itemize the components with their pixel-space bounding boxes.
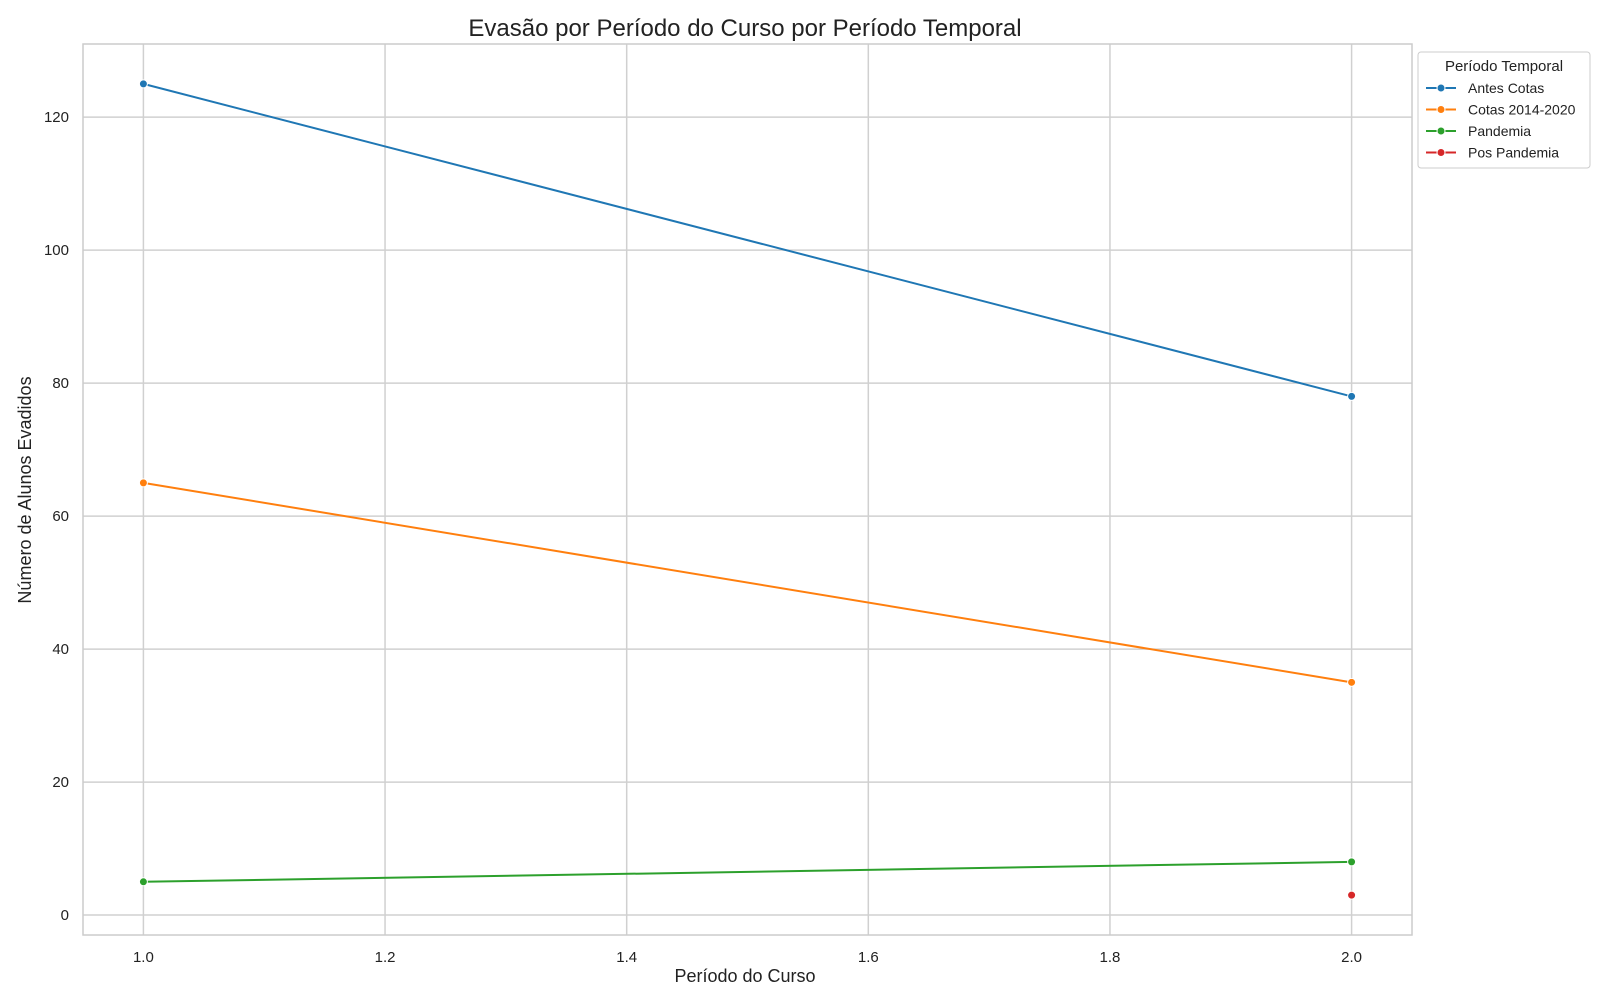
y-tick-label: 60 — [52, 508, 69, 525]
data-point — [1347, 391, 1357, 401]
legend-label: Pos Pandemia — [1468, 145, 1559, 161]
y-axis: 0 20 40 60 80 100 120 — [44, 109, 69, 924]
series-line — [143, 860, 1352, 883]
legend-item: Cotas 2014-2020 — [1426, 102, 1576, 118]
legend-label: Cotas 2014-2020 — [1468, 102, 1576, 118]
series — [138, 857, 1357, 887]
data-point — [138, 79, 148, 89]
legend-items: Antes Cotas Cotas 2014-2020 Pandemia Pos Pa… — [1426, 80, 1576, 161]
legend: Período Temporal Antes Cotas Cotas 2014-2… — [1417, 51, 1591, 169]
x-tick-label: 1.2 — [375, 949, 396, 966]
legend-item: Pos Pandemia — [1426, 145, 1559, 161]
y-tick-label: 40 — [52, 641, 69, 658]
y-tick-label: 80 — [52, 375, 69, 392]
plot-frame — [82, 43, 1413, 936]
series — [138, 79, 1357, 401]
x-tick-label: 1.4 — [616, 949, 637, 966]
x-axis: 1.0 1.2 1.4 1.6 1.8 2.0 — [133, 949, 1362, 966]
x-axis-label: Período do Curso — [674, 966, 815, 986]
x-tick-label: 2.0 — [1341, 949, 1362, 966]
legend-label: Antes Cotas — [1468, 80, 1544, 96]
data-point — [1347, 857, 1357, 867]
x-tick-label: 1.6 — [858, 949, 879, 966]
chart-title: Evasão por Período do Curso por Período … — [468, 15, 1021, 42]
x-tick-label: 1.0 — [133, 949, 154, 966]
legend-box — [1417, 51, 1591, 169]
series — [1347, 890, 1357, 900]
grid — [83, 44, 1412, 935]
x-tick-label: 1.8 — [1100, 949, 1121, 966]
data-point — [1347, 890, 1357, 900]
series-line — [143, 82, 1352, 398]
legend-title: Período Temporal — [1445, 58, 1563, 75]
data-point — [1347, 677, 1357, 687]
data-point — [138, 877, 148, 887]
y-tick-label: 20 — [52, 774, 69, 791]
legend-swatch-marker — [1436, 148, 1446, 157]
data-point — [138, 478, 148, 488]
y-tick-label: 120 — [44, 109, 69, 126]
legend-label: Pandemia — [1468, 123, 1531, 139]
series-line — [143, 481, 1352, 684]
legend-swatch-marker — [1436, 83, 1446, 93]
y-axis-label: Número de Alunos Evadidos — [15, 376, 35, 603]
series — [138, 478, 1357, 687]
y-tick-label: 0 — [61, 907, 69, 924]
legend-swatch-marker — [1436, 105, 1446, 114]
y-tick-label: 100 — [44, 242, 69, 259]
series-layer — [138, 79, 1357, 900]
legend-swatch-marker — [1436, 126, 1446, 136]
legend-item: Pandemia — [1426, 123, 1531, 139]
legend-item: Antes Cotas — [1426, 80, 1544, 96]
